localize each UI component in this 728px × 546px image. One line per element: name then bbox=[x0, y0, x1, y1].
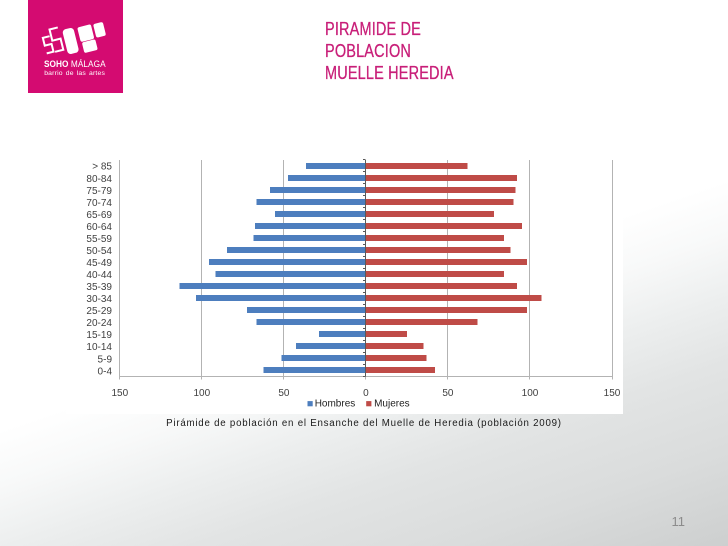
svg-text:5-9: 5-9 bbox=[98, 354, 113, 365]
svg-text:60-64: 60-64 bbox=[86, 222, 112, 233]
svg-text:35-39: 35-39 bbox=[86, 282, 112, 293]
svg-text:50: 50 bbox=[442, 388, 454, 399]
svg-text:75-79: 75-79 bbox=[86, 186, 112, 197]
svg-text:150: 150 bbox=[604, 388, 621, 399]
svg-text:45-49: 45-49 bbox=[86, 258, 112, 269]
svg-text:65-69: 65-69 bbox=[86, 210, 112, 221]
svg-text:30-34: 30-34 bbox=[86, 294, 112, 305]
svg-text:50-54: 50-54 bbox=[86, 246, 112, 257]
svg-text:80-84: 80-84 bbox=[86, 174, 112, 185]
svg-text:Mujeres: Mujeres bbox=[374, 398, 410, 409]
svg-text:10-14: 10-14 bbox=[86, 342, 112, 353]
svg-text:150: 150 bbox=[111, 388, 128, 399]
svg-text:100: 100 bbox=[193, 388, 210, 399]
svg-text:100: 100 bbox=[522, 388, 539, 399]
svg-text:0-4: 0-4 bbox=[98, 366, 113, 377]
svg-text:25-29: 25-29 bbox=[86, 306, 112, 317]
svg-text:40-44: 40-44 bbox=[86, 270, 112, 281]
svg-text:Hombres: Hombres bbox=[315, 398, 356, 409]
svg-text:15-19: 15-19 bbox=[86, 330, 112, 341]
svg-text:> 85: > 85 bbox=[92, 162, 112, 173]
svg-text:55-59: 55-59 bbox=[86, 234, 112, 245]
svg-text:70-74: 70-74 bbox=[86, 198, 112, 209]
svg-text:20-24: 20-24 bbox=[86, 318, 112, 329]
svg-text:0: 0 bbox=[363, 388, 369, 399]
svg-text:50: 50 bbox=[278, 388, 290, 399]
